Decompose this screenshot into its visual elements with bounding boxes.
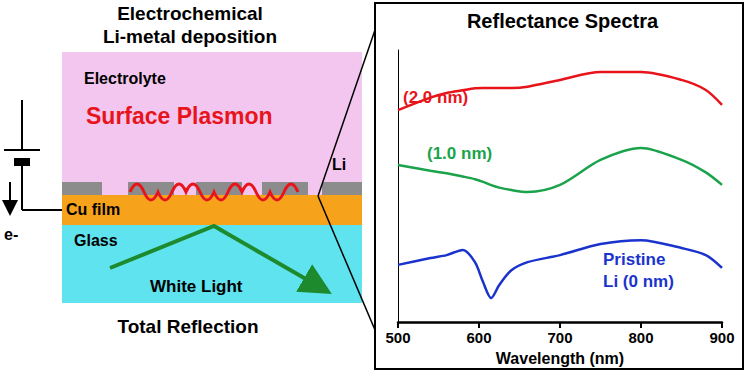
- svg-text:(2.0 nm): (2.0 nm): [403, 87, 469, 107]
- svg-text:Surface Plasmon: Surface Plasmon: [86, 103, 273, 129]
- svg-text:Cu film: Cu film: [66, 201, 120, 218]
- svg-text:Electrochemical: Electrochemical: [117, 3, 263, 24]
- svg-text:White Light: White Light: [150, 277, 243, 296]
- svg-text:Li: Li: [332, 156, 346, 173]
- svg-text:(1.0 nm): (1.0 nm): [427, 144, 492, 163]
- svg-text:Electrolyte: Electrolyte: [84, 70, 166, 87]
- svg-text:600: 600: [466, 329, 491, 346]
- svg-text:Glass: Glass: [74, 232, 118, 249]
- svg-text:Wavelength (nm): Wavelength (nm): [496, 350, 624, 367]
- svg-text:Li-metal deposition: Li-metal deposition: [103, 26, 277, 47]
- svg-text:800: 800: [628, 329, 653, 346]
- svg-text:500: 500: [385, 329, 410, 346]
- svg-text:Pristine: Pristine: [603, 250, 665, 269]
- svg-text:700: 700: [547, 329, 572, 346]
- svg-text:Reflectance Spectra: Reflectance Spectra: [467, 10, 659, 32]
- svg-text:Total Reflection: Total Reflection: [117, 316, 258, 337]
- svg-text:e-: e-: [4, 226, 18, 243]
- svg-text:Li (0 nm): Li (0 nm): [603, 272, 674, 291]
- svg-text:900: 900: [709, 329, 734, 346]
